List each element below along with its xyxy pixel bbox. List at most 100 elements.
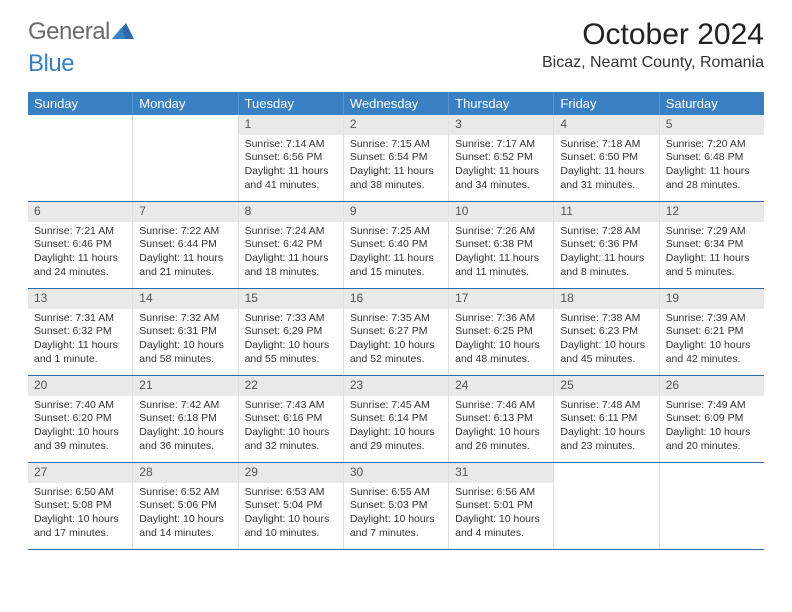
calendar-cell: 16Sunrise: 7:35 AMSunset: 6:27 PMDayligh… bbox=[344, 289, 449, 375]
week-row: 6Sunrise: 7:21 AMSunset: 6:46 PMDaylight… bbox=[28, 202, 764, 289]
calendar-cell: 30Sunrise: 6:55 AMSunset: 5:03 PMDayligh… bbox=[344, 463, 449, 549]
daylight-text: Daylight: 11 hours and 41 minutes. bbox=[245, 165, 337, 192]
date-number: 5 bbox=[660, 115, 764, 135]
calendar-cell: 5Sunrise: 7:20 AMSunset: 6:48 PMDaylight… bbox=[660, 115, 764, 201]
daylight-text: Daylight: 10 hours and 55 minutes. bbox=[245, 339, 337, 366]
daylight-text: Daylight: 11 hours and 15 minutes. bbox=[350, 252, 442, 279]
sunset-text: Sunset: 6:36 PM bbox=[560, 238, 652, 252]
daylight-text: Daylight: 10 hours and 20 minutes. bbox=[666, 426, 758, 453]
calendar-cell: 9 Sunrise: 7:25 AMSunset: 6:40 PMDaylight… bbox=[344, 202, 449, 288]
date-number: 14 bbox=[133, 289, 237, 309]
sunrise-text: Sunrise: 7:46 AM bbox=[455, 399, 547, 413]
calendar-cell: 31Sunrise: 6:56 AMSunset: 5:01 PMDayligh… bbox=[449, 463, 554, 549]
date-number: 17 bbox=[449, 289, 553, 309]
sunset-text: Sunset: 5:06 PM bbox=[139, 499, 231, 513]
sunset-text: Sunset: 5:01 PM bbox=[455, 499, 547, 513]
sunrise-text: Sunrise: 7:25 AM bbox=[350, 225, 442, 239]
daylight-text: Daylight: 10 hours and 45 minutes. bbox=[560, 339, 652, 366]
sunrise-text: Sunrise: 7:15 AM bbox=[350, 138, 442, 152]
date-number: 6 bbox=[28, 202, 132, 222]
cell-body: Sunrise: 7:42 AMSunset: 6:18 PMDaylight:… bbox=[133, 396, 237, 458]
cell-body: Sunrise: 7:15 AMSunset: 6:54 PMDaylight:… bbox=[344, 135, 448, 197]
cell-body: Sunrise: 6:52 AMSunset: 5:06 PMDaylight:… bbox=[133, 483, 237, 545]
cell-body: Sunrise: 7:40 AMSunset: 6:20 PMDaylight:… bbox=[28, 396, 132, 458]
calendar-cell: 14Sunrise: 7:32 AMSunset: 6:31 PMDayligh… bbox=[133, 289, 238, 375]
sunset-text: Sunset: 6:42 PM bbox=[245, 238, 337, 252]
logo-triangle-icon bbox=[112, 23, 134, 44]
date-number: 10 bbox=[449, 202, 553, 222]
calendar-cell: 28Sunrise: 6:52 AMSunset: 5:06 PMDayligh… bbox=[133, 463, 238, 549]
date-number: 30 bbox=[344, 463, 448, 483]
date-number: 21 bbox=[133, 376, 237, 396]
sunrise-text: Sunrise: 7:31 AM bbox=[34, 312, 126, 326]
sunset-text: Sunset: 6:20 PM bbox=[34, 412, 126, 426]
sunrise-text: Sunrise: 7:49 AM bbox=[666, 399, 758, 413]
sunrise-text: Sunrise: 7:22 AM bbox=[139, 225, 231, 239]
cell-body: Sunrise: 6:56 AMSunset: 5:01 PMDaylight:… bbox=[449, 483, 553, 545]
sunrise-text: Sunrise: 7:42 AM bbox=[139, 399, 231, 413]
date-number: 4 bbox=[554, 115, 658, 135]
daylight-text: Daylight: 11 hours and 34 minutes. bbox=[455, 165, 547, 192]
daylight-text: Daylight: 10 hours and 17 minutes. bbox=[34, 513, 126, 540]
sunset-text: Sunset: 6:25 PM bbox=[455, 325, 547, 339]
date-number: 13 bbox=[28, 289, 132, 309]
calendar-cell: 3Sunrise: 7:17 AMSunset: 6:52 PMDaylight… bbox=[449, 115, 554, 201]
cell-body: Sunrise: 7:49 AMSunset: 6:09 PMDaylight:… bbox=[660, 396, 764, 458]
sunrise-text: Sunrise: 7:14 AM bbox=[245, 138, 337, 152]
calendar-cell: 7Sunrise: 7:22 AMSunset: 6:44 PMDaylight… bbox=[133, 202, 238, 288]
cell-body: Sunrise: 7:29 AMSunset: 6:34 PMDaylight:… bbox=[660, 222, 764, 284]
cell-body: Sunrise: 7:14 AMSunset: 6:56 PMDaylight:… bbox=[239, 135, 343, 197]
dow-monday: Monday bbox=[133, 92, 238, 115]
sunset-text: Sunset: 6:50 PM bbox=[560, 151, 652, 165]
daylight-text: Daylight: 11 hours and 11 minutes. bbox=[455, 252, 547, 279]
sunset-text: Sunset: 6:40 PM bbox=[350, 238, 442, 252]
date-number: 2 bbox=[344, 115, 448, 135]
cell-body: Sunrise: 7:45 AMSunset: 6:14 PMDaylight:… bbox=[344, 396, 448, 458]
calendar-cell: 17Sunrise: 7:36 AMSunset: 6:25 PMDayligh… bbox=[449, 289, 554, 375]
dow-sunday: Sunday bbox=[28, 92, 133, 115]
page-header: General Blue October 2024 Bicaz, Neamt C… bbox=[28, 18, 764, 78]
cell-body: Sunrise: 7:46 AMSunset: 6:13 PMDaylight:… bbox=[449, 396, 553, 458]
cell-body: Sunrise: 7:17 AMSunset: 6:52 PMDaylight:… bbox=[449, 135, 553, 197]
calendar-cell: 23Sunrise: 7:45 AMSunset: 6:14 PMDayligh… bbox=[344, 376, 449, 462]
cell-body: Sunrise: 7:43 AMSunset: 6:16 PMDaylight:… bbox=[239, 396, 343, 458]
sunset-text: Sunset: 6:11 PM bbox=[560, 412, 652, 426]
cell-body: Sunrise: 6:55 AMSunset: 5:03 PMDaylight:… bbox=[344, 483, 448, 545]
date-number: 25 bbox=[554, 376, 658, 396]
calendar-cell: 10Sunrise: 7:26 AMSunset: 6:38 PMDayligh… bbox=[449, 202, 554, 288]
cell-body: Sunrise: 7:35 AMSunset: 6:27 PMDaylight:… bbox=[344, 309, 448, 371]
sunset-text: Sunset: 6:18 PM bbox=[139, 412, 231, 426]
sunset-text: Sunset: 6:52 PM bbox=[455, 151, 547, 165]
cell-body: Sunrise: 7:39 AMSunset: 6:21 PMDaylight:… bbox=[660, 309, 764, 371]
calendar-cell: 11Sunrise: 7:28 AMSunset: 6:36 PMDayligh… bbox=[554, 202, 659, 288]
daylight-text: Daylight: 10 hours and 23 minutes. bbox=[560, 426, 652, 453]
day-of-week-header: Sunday Monday Tuesday Wednesday Thursday… bbox=[28, 92, 764, 115]
dow-tuesday: Tuesday bbox=[239, 92, 344, 115]
title-block: October 2024 Bicaz, Neamt County, Romani… bbox=[542, 18, 764, 72]
calendar-cell: 2Sunrise: 7:15 AMSunset: 6:54 PMDaylight… bbox=[344, 115, 449, 201]
logo: General Blue bbox=[28, 18, 134, 78]
sunrise-text: Sunrise: 7:26 AM bbox=[455, 225, 547, 239]
sunrise-text: Sunrise: 7:29 AM bbox=[666, 225, 758, 239]
calendar-grid: Sunday Monday Tuesday Wednesday Thursday… bbox=[28, 92, 764, 550]
dow-wednesday: Wednesday bbox=[344, 92, 449, 115]
daylight-text: Daylight: 10 hours and 42 minutes. bbox=[666, 339, 758, 366]
sunrise-text: Sunrise: 7:21 AM bbox=[34, 225, 126, 239]
daylight-text: Daylight: 10 hours and 48 minutes. bbox=[455, 339, 547, 366]
sunset-text: Sunset: 6:44 PM bbox=[139, 238, 231, 252]
week-row: 1Sunrise: 7:14 AMSunset: 6:56 PMDaylight… bbox=[28, 115, 764, 202]
sunset-text: Sunset: 6:16 PM bbox=[245, 412, 337, 426]
calendar-cell: 20Sunrise: 7:40 AMSunset: 6:20 PMDayligh… bbox=[28, 376, 133, 462]
date-number: 9 bbox=[344, 202, 448, 222]
date-number: 27 bbox=[28, 463, 132, 483]
daylight-text: Daylight: 11 hours and 1 minute. bbox=[34, 339, 126, 366]
cell-body: Sunrise: 7:48 AMSunset: 6:11 PMDaylight:… bbox=[554, 396, 658, 458]
week-row: 20Sunrise: 7:40 AMSunset: 6:20 PMDayligh… bbox=[28, 376, 764, 463]
daylight-text: Daylight: 11 hours and 28 minutes. bbox=[666, 165, 758, 192]
month-title: October 2024 bbox=[542, 18, 764, 52]
cell-body: Sunrise: 7:33 AMSunset: 6:29 PMDaylight:… bbox=[239, 309, 343, 371]
date-number: 7 bbox=[133, 202, 237, 222]
daylight-text: Daylight: 10 hours and 36 minutes. bbox=[139, 426, 231, 453]
sunset-text: Sunset: 6:21 PM bbox=[666, 325, 758, 339]
calendar-page: General Blue October 2024 Bicaz, Neamt C… bbox=[0, 0, 792, 568]
